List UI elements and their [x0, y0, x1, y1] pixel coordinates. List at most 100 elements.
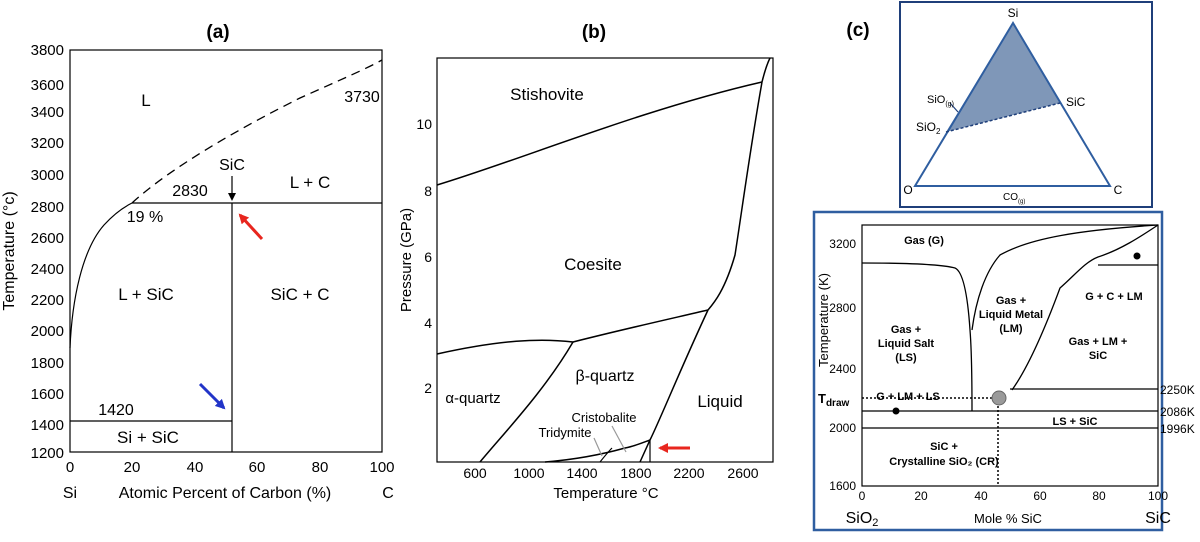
y-tick-label: 2200 — [31, 292, 64, 309]
sio-tick — [949, 102, 959, 113]
stishovite-coesite-boundary — [436, 81, 763, 186]
coesite-liquid-boundary — [707, 81, 763, 311]
x-tick-label: 100 — [1148, 489, 1168, 503]
isotherm-label: 2086K — [1160, 405, 1195, 419]
gas-ls-boundary — [861, 262, 973, 412]
region-label: G + C + LM — [1085, 291, 1142, 303]
panel-b-y-ticks: 10 8 6 4 2 — [416, 116, 432, 396]
panel-b-label: (b) — [582, 22, 606, 43]
tdraw-marker — [991, 390, 1007, 406]
x-tick-label: 20 — [914, 489, 928, 503]
x-tick-label: 1000 — [513, 465, 544, 481]
region-label: Liquid Metal — [979, 309, 1043, 321]
panel-c-plot-frame — [861, 224, 1159, 487]
panel-c-x-axis-title: Mole % SiC — [974, 511, 1042, 526]
tridymite-boundary — [544, 439, 651, 463]
y-tick-label: 3800 — [31, 42, 64, 59]
y-tick-label: 8 — [424, 183, 432, 199]
region-label: L + SiC — [118, 285, 174, 304]
gas-lm-boundary — [971, 224, 1159, 331]
vertex-label-si: Si — [1008, 6, 1019, 20]
isotherm-label: 1996K — [1160, 422, 1195, 436]
panel-c-y-ticks: 3200 2800 2400 2000 1600 — [829, 237, 856, 493]
panel-b-y-axis-title: Pressure (GPa) — [398, 208, 415, 312]
x-tick-label: 20 — [124, 459, 141, 476]
region-label: Tridymite — [539, 425, 592, 440]
alpha-beta-boundary — [479, 341, 574, 463]
gclm-marker — [1133, 252, 1141, 260]
region-label: Si + SiC — [117, 428, 179, 447]
point-label-sic: SiC — [1066, 95, 1086, 109]
point-label-sio-g: SiO(g) — [927, 94, 954, 108]
x-tick-label: 0 — [859, 489, 866, 503]
y-tick-label: 2800 — [829, 301, 856, 315]
region-label: Gas + — [891, 324, 921, 336]
x-tick-label: 80 — [1092, 489, 1106, 503]
region-label: LS + SiC — [1053, 416, 1098, 428]
region-label: SiC — [1089, 350, 1107, 362]
boundary-top — [761, 57, 771, 83]
panel-a-frame — [69, 49, 383, 453]
x-tick-label: 1400 — [566, 465, 597, 481]
y-tick-label: 1800 — [31, 355, 64, 372]
panel-c-y-axis-title: Temperature (K) — [816, 273, 831, 367]
cristobalite-leader-line — [611, 425, 627, 453]
x-tick-label: 2600 — [727, 465, 758, 481]
liquidus-dashed-curve — [131, 59, 383, 204]
y-tick-label: 2000 — [31, 323, 64, 340]
panel-a-y-axis-title: Temperature (°c) — [1, 191, 18, 310]
panel-b-x-ticks: 600 1000 1400 1800 2200 2600 — [463, 465, 758, 481]
coesite-quartz-boundary — [436, 309, 709, 355]
panel-a-y-ticks: 3800 3600 3400 3200 3000 2800 2600 2400 … — [31, 42, 64, 462]
x-tick-label: 2200 — [673, 465, 704, 481]
region-label: (LS) — [895, 352, 917, 364]
x-end-label-c: C — [382, 485, 394, 502]
x-tick-label: 80 — [312, 459, 329, 476]
point-label-co-g: CO(g) — [1003, 192, 1025, 205]
region-label: (LM) — [999, 323, 1023, 335]
x-tick-label: 100 — [369, 459, 394, 476]
y-tick-label: 4 — [424, 315, 432, 331]
y-tick-label: 1200 — [31, 445, 64, 462]
tridymite-cristobalite-boundary — [599, 447, 613, 463]
vertex-label-c: C — [1114, 183, 1123, 197]
x-tick-label: 60 — [1033, 489, 1047, 503]
y-tick-label: 3400 — [31, 104, 64, 121]
y-tick-label: 3200 — [829, 237, 856, 251]
tdraw-label: Tdraw — [818, 391, 850, 409]
lm-sic-boundary — [1011, 224, 1159, 391]
ternary-triangle — [913, 21, 1112, 187]
panel-b-region-labels: Stishovite Coesite α-quartz β-quartz Liq… — [445, 85, 742, 440]
region-label: Liquid Salt — [878, 338, 935, 350]
blue-arrow — [198, 382, 226, 410]
y-tick-label: 2400 — [31, 261, 64, 278]
region-label: Coesite — [564, 255, 622, 274]
red-arrow — [238, 213, 264, 241]
region-label: Crystalline SiO₂ (CR) — [889, 456, 999, 468]
x-tick-label: 0 — [66, 459, 74, 476]
panel-a-label: (a) — [206, 22, 229, 43]
region-label: L + C — [290, 173, 330, 192]
vertex-label-o: O — [903, 183, 912, 197]
y-tick-label: 1400 — [31, 417, 64, 434]
panel-c: (c) Si O C SiC SiO(g) SiO2 CO(g) 3200 28… — [812, 1, 1195, 532]
y-tick-label: 2400 — [829, 362, 856, 376]
annotation: SiC — [219, 157, 245, 174]
y-tick-label: 2000 — [829, 421, 856, 435]
region-label: Cristobalite — [571, 410, 636, 425]
y-tick-label: 3600 — [31, 77, 64, 94]
panel-c-outer-frame — [812, 210, 1164, 532]
panel-c-x-ticks: 0 20 40 60 80 100 — [859, 489, 1169, 503]
panel-a-region-labels: L L + C L + SiC SiC + C Si + SiC — [117, 91, 330, 447]
annotation: 3730 — [344, 89, 380, 106]
panel-c-region-labels: Gas (G) Gas + Liquid Salt (LS) Gas + Liq… — [876, 235, 1143, 468]
panel-a: (a) 3800 3600 3400 3200 3000 2800 2600 2… — [1, 22, 395, 502]
x-tick-label: 40 — [974, 489, 988, 503]
x-end-label-sio2: SiO2 — [846, 510, 879, 529]
x-tick-label: 60 — [249, 459, 266, 476]
region-label: Gas + — [996, 295, 1026, 307]
panel-b-frame — [436, 57, 774, 463]
x-end-label-sic: SiC — [1145, 510, 1171, 527]
panel-a-x-ticks: 0 20 40 60 80 100 — [66, 459, 395, 476]
